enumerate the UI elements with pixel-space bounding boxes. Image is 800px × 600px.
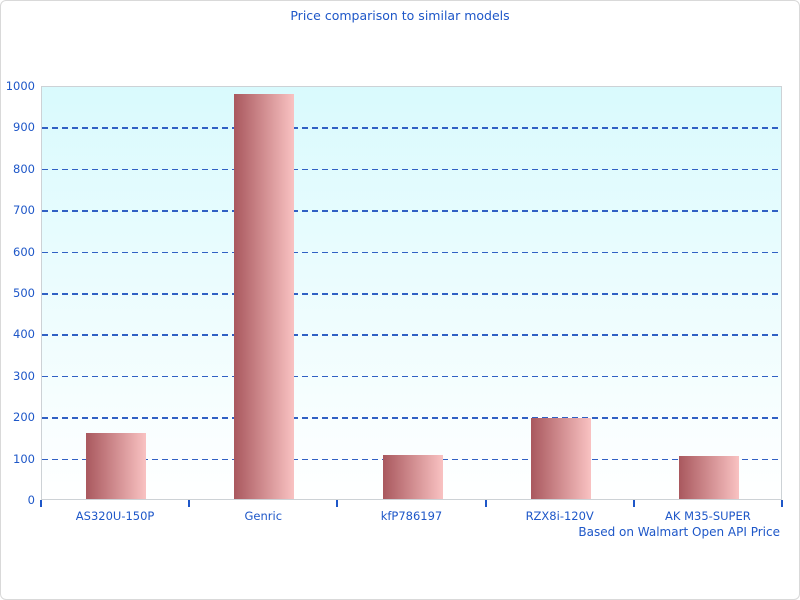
x-axis-tick-4: [632, 500, 635, 507]
chart-source-note: Based on Walmart Open API Price: [578, 525, 780, 539]
y-axis-label-500: 500: [13, 286, 35, 300]
y-axis-label-200: 200: [13, 410, 35, 425]
y-axis-label-0: 0: [27, 493, 35, 507]
gridline-700: [42, 210, 781, 212]
x-axis-label-as320u-150p: AS320U-150P: [75, 509, 155, 523]
y-axis-label-600: 600: [13, 244, 35, 259]
y-axis-label-1000: 1000: [5, 79, 35, 93]
gridline-400: [42, 334, 781, 336]
plot-area: [41, 86, 782, 500]
y-axis-label-700: 700: [13, 203, 35, 218]
x-axis-tick-3: [484, 500, 487, 507]
bar-ak-m35-super: [678, 455, 739, 499]
y-axis-label-300: 300: [13, 368, 35, 383]
x-axis-tick-0: [40, 500, 42, 507]
x-axis-label-kfp786197: kfP786197: [380, 509, 443, 523]
bar-kfp786197: [382, 454, 443, 499]
y-axis-label-800: 800: [13, 161, 35, 176]
gridline-500: [42, 293, 781, 295]
x-axis-tick-1: [188, 500, 191, 507]
y-axis-label-400: 400: [13, 327, 35, 342]
y-axis-label-900: 900: [13, 120, 35, 135]
gridline-900: [42, 127, 781, 129]
bar-as320u-150p: [86, 432, 147, 499]
x-axis-label-genric: Genric: [244, 509, 283, 523]
chart-title: Price comparison to similar models: [290, 8, 510, 23]
gridline-800: [42, 168, 781, 171]
gridline-600: [42, 251, 781, 254]
bar-genric: [234, 94, 295, 499]
x-axis-tick-2: [336, 500, 339, 507]
gridline-200: [42, 417, 781, 419]
gridline-300: [42, 375, 781, 378]
y-axis-label-100: 100: [13, 451, 35, 466]
x-axis-label-rzx8i-120v: RZX8i-120V: [525, 509, 594, 523]
bar-rzx8i-120v: [530, 417, 591, 499]
x-axis-tick-5: [781, 500, 783, 507]
x-axis-label-ak-m35-super: AK M35-SUPER: [665, 509, 751, 523]
